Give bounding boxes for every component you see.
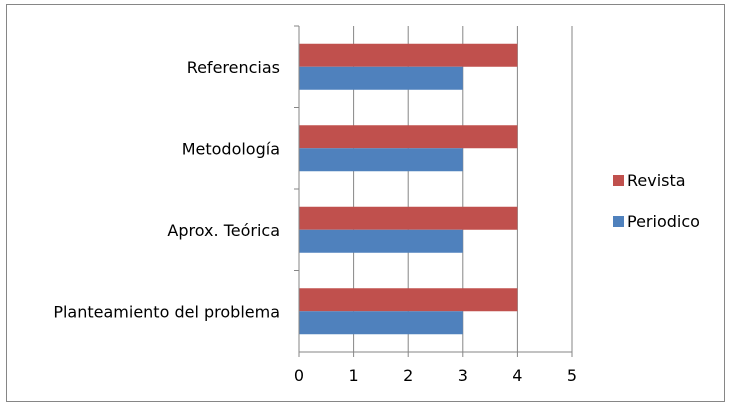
bar-periodico-2	[299, 148, 463, 172]
bar-revista-3	[299, 206, 518, 230]
x-tick-label: 4	[512, 366, 522, 385]
legend-label-periodico: Periodico	[627, 212, 700, 231]
x-tick-label: 5	[567, 366, 577, 385]
bars	[299, 43, 518, 335]
category-label: Metodología	[182, 139, 280, 158]
bar-revista-2	[299, 125, 518, 149]
x-tick-label: 3	[458, 366, 468, 385]
bar-revista-4	[299, 288, 518, 312]
category-label: Aprox. Teórica	[167, 221, 280, 240]
bar-periodico-3	[299, 229, 463, 253]
category-label: Referencias	[187, 58, 280, 77]
legend-label-revista: Revista	[627, 171, 686, 190]
category-labels: Referencias Metodología Aprox. Teórica Plan…	[53, 58, 280, 322]
bar-revista-1	[299, 43, 518, 67]
category-label: Planteamiento del problema	[53, 302, 280, 321]
legend-swatch-revista	[613, 175, 624, 186]
bar-periodico-1	[299, 66, 463, 90]
x-tick-label: 0	[294, 366, 304, 385]
legend: Revista Periodico	[613, 171, 700, 231]
x-tick-labels: 0 1 2 3 4 5	[294, 366, 577, 385]
axes	[294, 25, 573, 357]
x-tick-label: 1	[349, 366, 359, 385]
legend-swatch-periodico	[613, 216, 624, 227]
x-tick-label: 2	[403, 366, 413, 385]
bar-periodico-4	[299, 311, 463, 335]
